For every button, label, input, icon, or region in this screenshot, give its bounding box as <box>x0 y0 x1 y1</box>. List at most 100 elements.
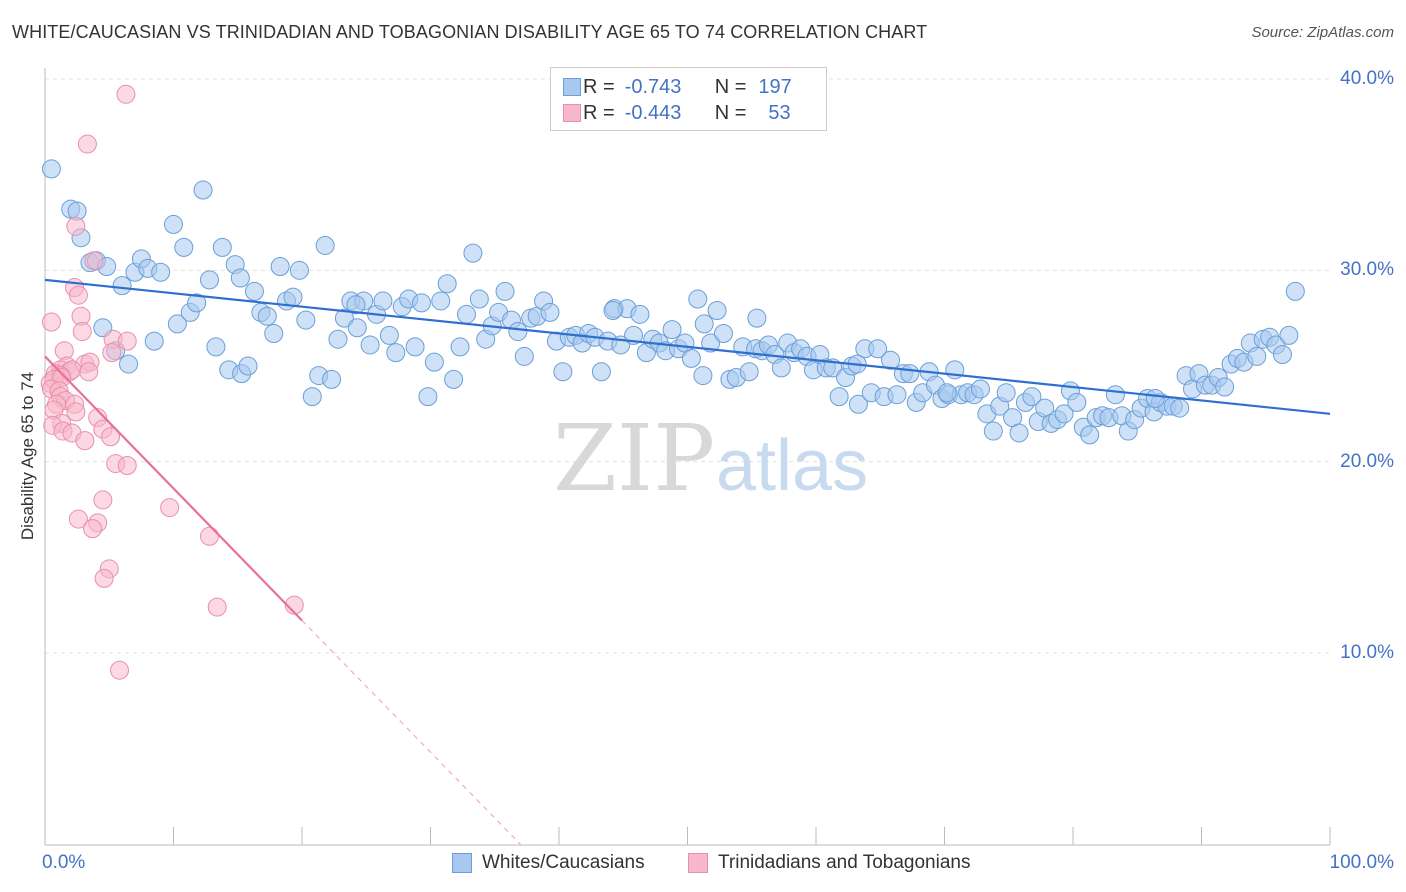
data-point <box>681 348 701 368</box>
data-point <box>41 312 61 332</box>
data-point <box>937 383 957 403</box>
chart-title: WHITE/CAUCASIAN VS TRINIDADIAN AND TOBAG… <box>12 22 928 42</box>
data-point <box>112 276 132 296</box>
data-point <box>347 318 367 338</box>
data-point <box>66 216 86 236</box>
data-point <box>199 526 219 546</box>
data-point <box>116 84 136 104</box>
data-point <box>591 362 611 382</box>
legend-r-value: -0.443 <box>624 101 682 124</box>
series-trinidadians <box>40 84 304 680</box>
data-point <box>970 379 990 399</box>
source-credit: Source: ZipAtlas.com <box>1251 24 1394 41</box>
data-point <box>444 369 464 389</box>
data-point <box>117 455 137 475</box>
y-tick-label: 40.0% <box>1340 68 1394 89</box>
data-point <box>83 519 103 539</box>
data-point <box>1170 398 1190 418</box>
data-point <box>1145 389 1165 409</box>
data-point <box>66 402 86 422</box>
data-point <box>164 214 183 234</box>
series-whites <box>41 159 1305 445</box>
data-point <box>508 322 528 342</box>
data-point <box>437 274 457 294</box>
data-point <box>630 304 650 324</box>
data-point <box>1215 377 1235 397</box>
legend-row-trinidadians: R = -0.443 N = 53 <box>563 100 791 126</box>
data-point <box>1272 345 1292 365</box>
data-point <box>1279 325 1299 345</box>
data-point <box>450 337 470 357</box>
bottom-legend-label-trinidadians: Trinidadians and Tobagonians <box>718 852 971 873</box>
legend-r-label: R = <box>583 75 615 98</box>
data-point <box>1105 385 1125 405</box>
data-point <box>707 301 727 321</box>
data-point <box>386 343 406 363</box>
data-point <box>174 237 194 257</box>
data-point <box>102 343 122 363</box>
data-point <box>75 431 95 451</box>
legend-swatch-whites <box>563 78 581 96</box>
data-point <box>662 320 682 340</box>
data-point <box>94 568 114 588</box>
data-point <box>1247 346 1267 366</box>
data-point <box>713 323 733 343</box>
data-point <box>119 354 139 374</box>
bottom-legend-trinidadians: Trinidadians and Tobagonians <box>688 852 970 874</box>
trend-lines <box>44 278 1331 845</box>
data-point <box>151 262 171 282</box>
data-point <box>881 350 901 370</box>
data-point <box>144 331 164 351</box>
data-point <box>1054 404 1074 424</box>
x-tick-label-max: 100.0% <box>1329 852 1394 873</box>
legend: R = -0.743 N = 197 R = -0.443 N = 53 <box>550 67 827 131</box>
data-point <box>829 387 849 407</box>
data-point <box>693 366 713 386</box>
data-point <box>1285 281 1305 301</box>
data-point <box>688 289 708 309</box>
data-point <box>373 291 393 311</box>
data-point <box>1067 392 1087 412</box>
bottom-legend-whites: Whites/Caucasians <box>452 852 645 874</box>
data-point <box>848 394 868 414</box>
data-point <box>983 421 1003 441</box>
data-point <box>701 333 721 353</box>
legend-n-label: N = <box>714 75 747 98</box>
data-point <box>68 509 88 529</box>
watermark-zip: ZIP <box>553 405 715 512</box>
data-point <box>79 362 99 382</box>
data-point <box>1009 423 1029 443</box>
data-point <box>900 364 920 384</box>
data-point <box>93 490 113 510</box>
data-point <box>193 180 213 200</box>
data-point <box>322 369 342 389</box>
legend-row-whites: R = -0.743 N = 197 <box>563 74 792 100</box>
data-point <box>77 134 97 154</box>
data-point <box>771 358 791 378</box>
data-point <box>68 285 88 305</box>
data-point <box>514 346 534 366</box>
data-point <box>463 243 483 263</box>
data-point <box>84 251 104 271</box>
data-point <box>207 597 227 617</box>
data-point <box>238 356 258 376</box>
data-point <box>412 293 432 313</box>
axes <box>44 68 1331 846</box>
data-point <box>334 308 354 328</box>
data-point <box>117 331 137 351</box>
data-point <box>101 427 121 447</box>
data-point <box>868 339 888 359</box>
data-point <box>315 235 335 255</box>
bottom-legend-swatch-whites <box>452 853 472 873</box>
data-point <box>270 257 290 277</box>
legend-n-value: 53 <box>768 101 791 124</box>
data-point <box>167 314 187 334</box>
data-point <box>424 352 444 372</box>
data-point <box>283 287 303 307</box>
legend-r-label: R = <box>583 101 615 124</box>
y-tick-label: 20.0% <box>1340 450 1394 472</box>
data-point <box>694 314 714 334</box>
data-point <box>257 306 277 326</box>
legend-n-label: N = <box>714 101 747 124</box>
